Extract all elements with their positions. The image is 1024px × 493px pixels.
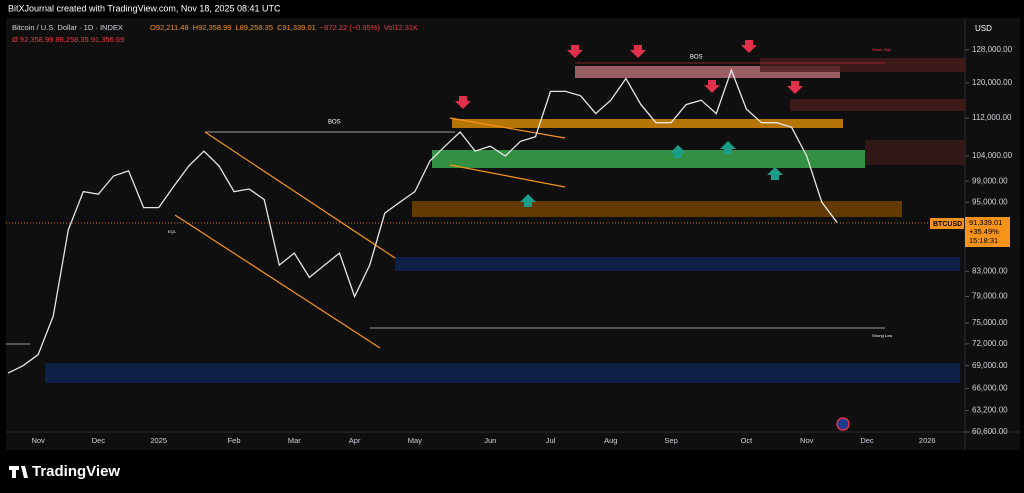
x-tick-label: Aug — [604, 436, 617, 445]
attribution: BitXJournal created with TradingView.com… — [8, 3, 281, 13]
price-line-group — [7, 68, 838, 374]
brand-name: TradingView — [32, 463, 120, 480]
y-tick-label: 60,600.00 — [972, 427, 1008, 436]
channel-line — [449, 164, 566, 188]
brand-logo — [9, 466, 28, 478]
zone — [452, 119, 843, 128]
x-tick-label: Jun — [484, 436, 496, 445]
ohlc-value: O92,211.48 — [150, 23, 189, 32]
ohlc-value: Vol12.31K — [384, 23, 418, 32]
annotation: Strong Low — [872, 333, 892, 338]
x-tick-label: Apr — [349, 436, 361, 445]
axes: 128,000.00 120,000.00 112,000.00 104,000.00… — [31, 45, 1012, 445]
up-arrow — [670, 145, 686, 158]
chart-pane — [6, 18, 1020, 450]
y-tick-label: 75,000.00 — [972, 318, 1008, 327]
zone — [760, 58, 965, 72]
channel-line — [449, 117, 566, 139]
y-tick-label: 120,000.00 — [972, 78, 1013, 87]
arrows — [455, 40, 850, 431]
zone — [432, 150, 865, 168]
x-tick-label: Mar — [288, 436, 301, 445]
zones — [6, 58, 965, 383]
annotation: Weak High — [872, 47, 892, 52]
down-arrow — [567, 45, 583, 58]
currency: USD — [975, 24, 992, 33]
x-tick-label: Nov — [31, 436, 45, 445]
brand: TradingView — [9, 463, 120, 480]
price-tag — [965, 217, 1010, 247]
down-arrow — [704, 80, 720, 93]
symbol-tag-text: BTCUSD — [933, 221, 962, 228]
down-arrow — [741, 40, 757, 53]
annotation: BOS — [690, 55, 703, 61]
y-tick-label: 79,000.00 — [972, 292, 1008, 301]
y-tick-label: 95,000.00 — [972, 197, 1008, 206]
x-tick-label: Sep — [664, 436, 677, 445]
zone — [45, 363, 960, 383]
y-tick-label: 104,000.00 — [972, 151, 1013, 160]
zone — [412, 201, 902, 217]
zone — [395, 257, 960, 271]
y-tick-label: 63,200.00 — [972, 406, 1008, 415]
symbol-tag — [930, 218, 964, 229]
down-arrow — [787, 81, 803, 94]
zone — [790, 99, 965, 111]
y-tick-label: 83,000.00 — [972, 266, 1008, 275]
ohlc-value: H92,358.99 — [193, 23, 232, 32]
change: +35.49% — [969, 227, 999, 236]
ohlc-value: C91,339.01 — [277, 23, 316, 32]
y-tick-label: 66,000.00 — [972, 383, 1008, 392]
y-tick-label: 112,000.00 — [972, 113, 1012, 122]
event-icon[interactable] — [836, 417, 850, 431]
x-tick-label: Dec — [92, 436, 106, 445]
channel-line — [174, 214, 381, 349]
up-arrow — [767, 167, 783, 180]
x-tick-label: Jul — [546, 436, 556, 445]
up-arrow — [720, 141, 736, 154]
y-tick-label: 99,000.00 — [972, 176, 1008, 185]
x-tick-label: 2025 — [150, 436, 167, 445]
symbol-title: Bitcoin / U.S. Dollar · 1D · INDEX — [12, 23, 123, 32]
channel-line — [204, 131, 396, 259]
down-arrow — [455, 96, 471, 109]
ohlc-value: L89,258.35 — [235, 23, 273, 32]
down-arrow — [630, 45, 646, 58]
annotation: BOS — [328, 120, 341, 126]
annotation: EQL — [168, 229, 177, 234]
y-tick-label: 69,000.00 — [972, 361, 1008, 370]
x-tick-label: Nov — [800, 436, 814, 445]
x-tick-label: Feb — [228, 436, 241, 445]
x-tick-label: May — [408, 436, 422, 445]
x-tick-label: Oct — [741, 436, 754, 445]
x-tick-label: 2026 — [919, 436, 936, 445]
countdown: 15:18:31 — [969, 236, 998, 245]
x-tick-label: Dec — [860, 436, 874, 445]
y-tick-label: 72,000.00 — [972, 339, 1008, 348]
last-price: 91,339.01 — [969, 218, 1002, 227]
ohlc-value: −872.22 (−0.95%) — [320, 23, 381, 32]
subtitle: Ø 92,358.99 89,258.35 91,356.69 — [12, 35, 124, 44]
y-tick-label: 128,000.00 — [972, 45, 1013, 54]
up-arrow — [520, 194, 536, 207]
zone — [865, 140, 965, 165]
price-line — [7, 68, 838, 374]
